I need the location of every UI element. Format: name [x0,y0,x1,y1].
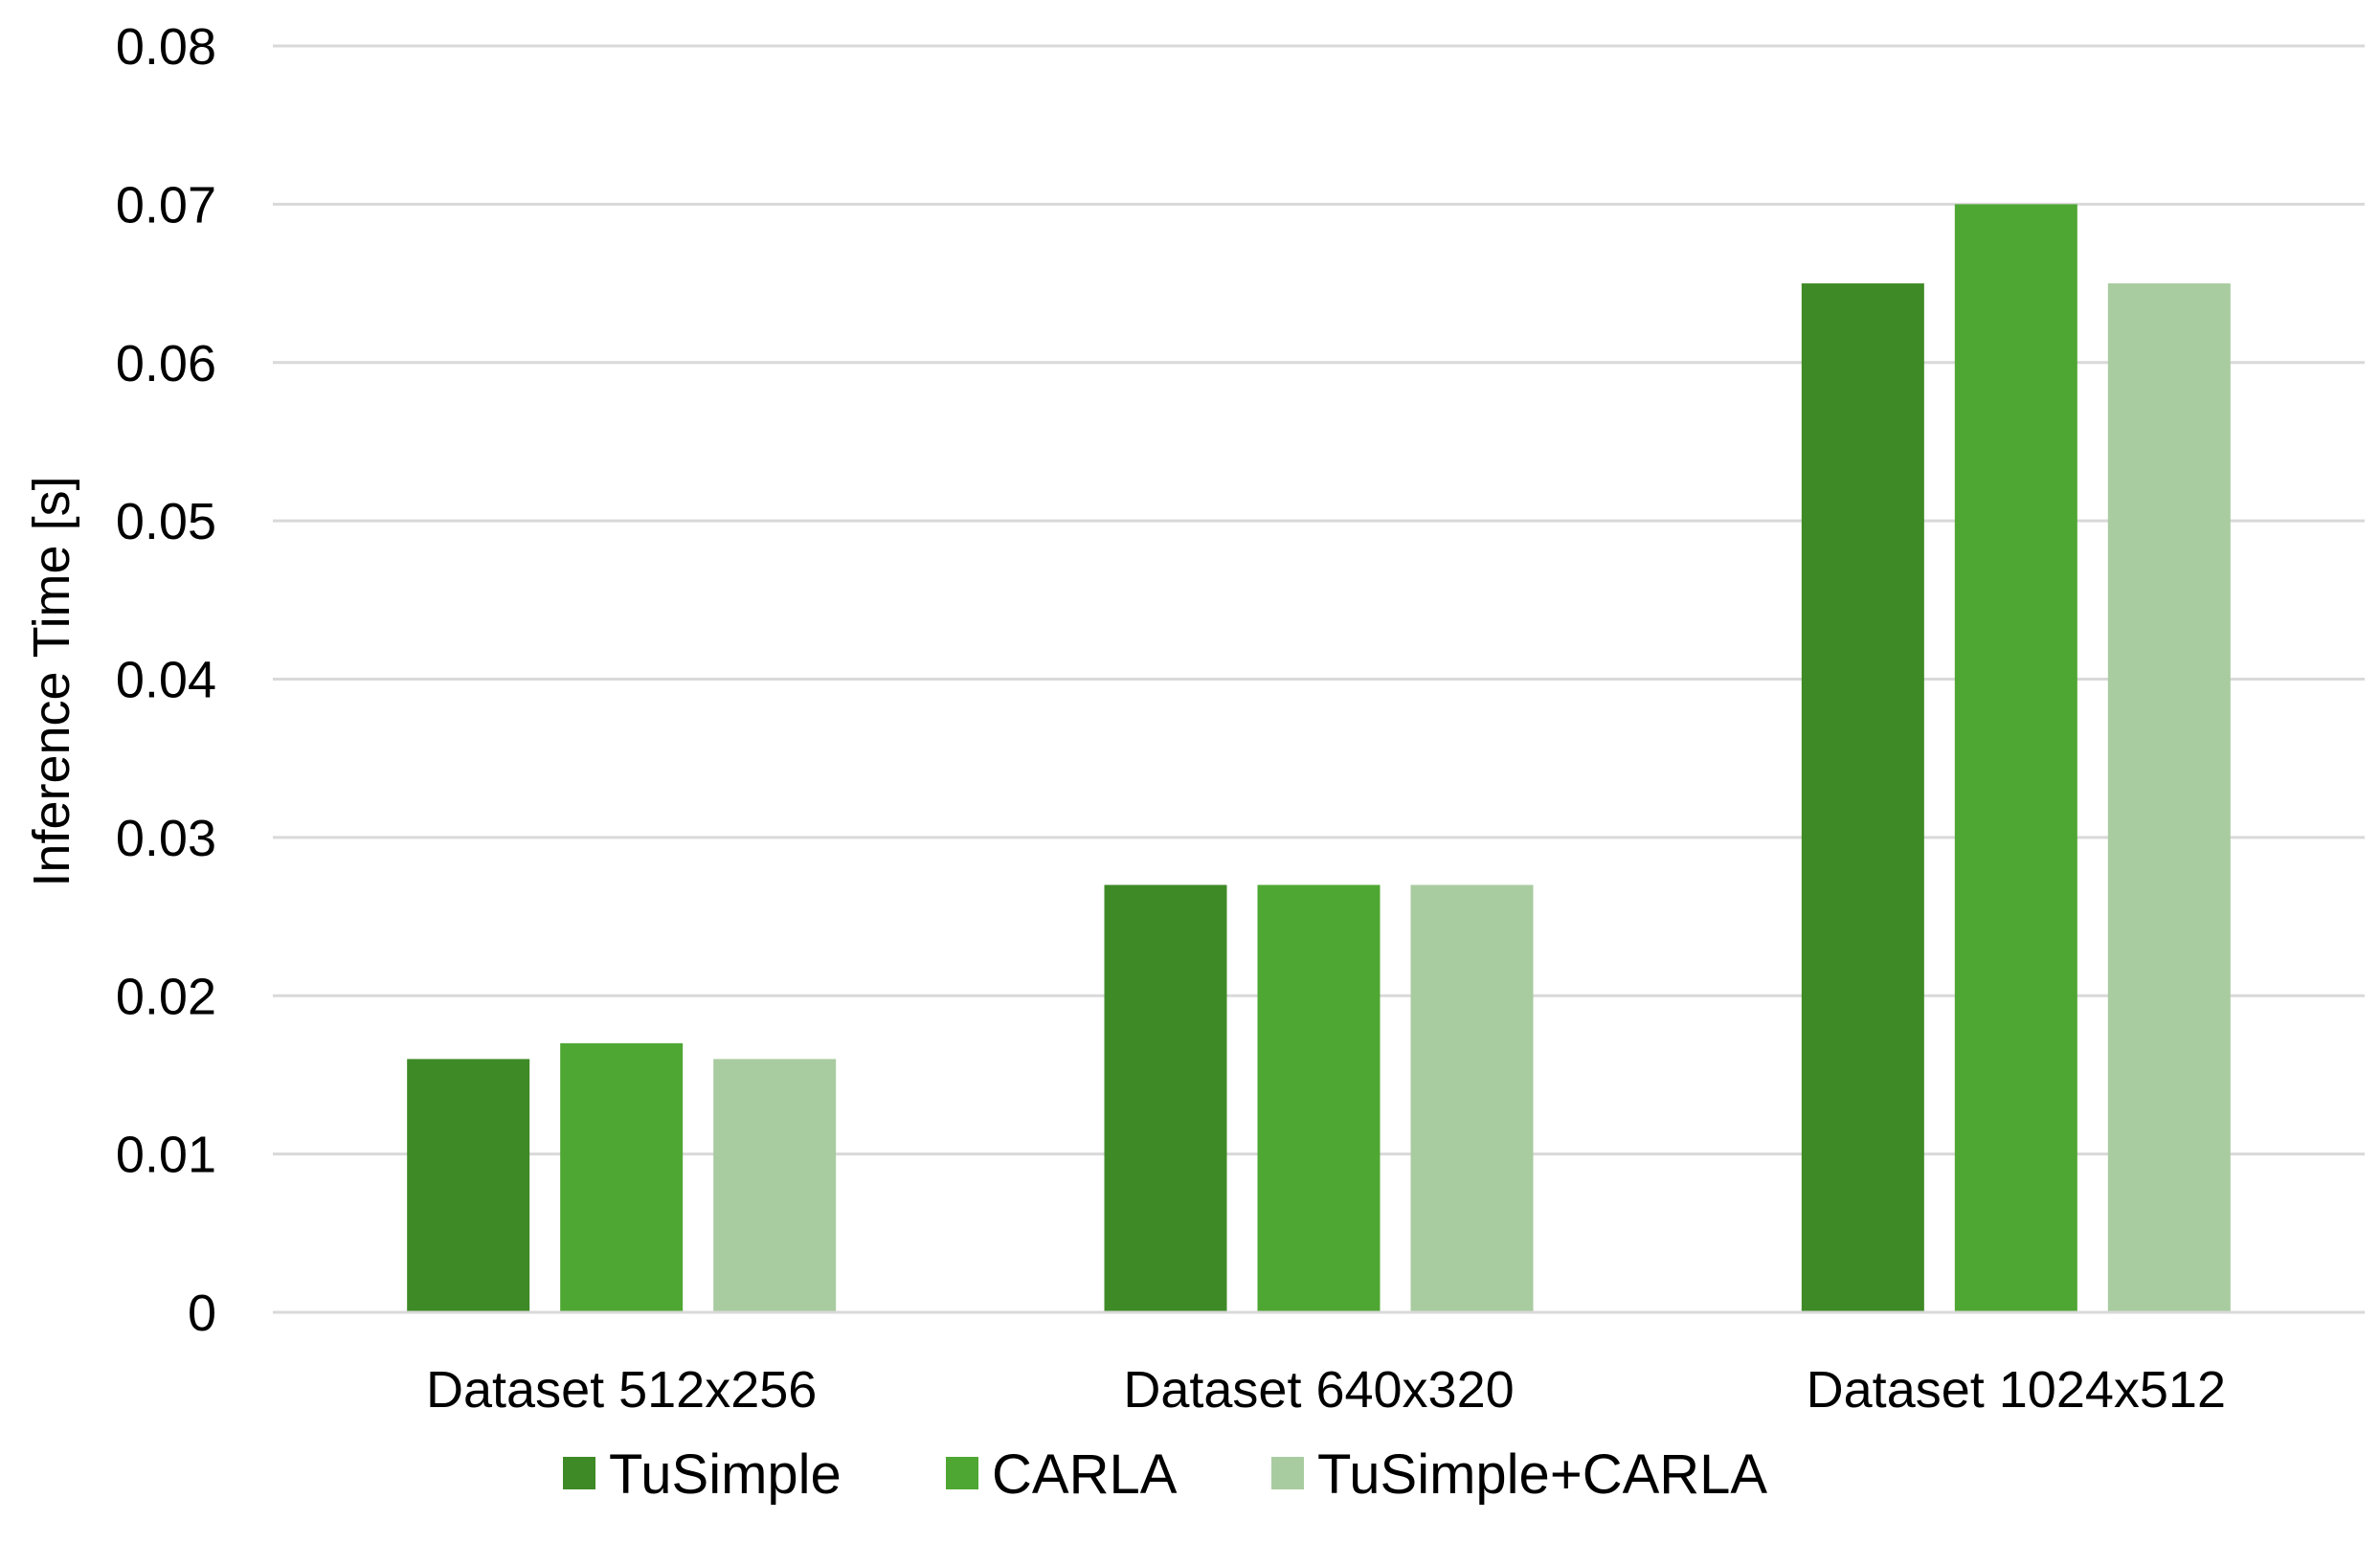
y-tick-label: 0.07 [116,176,216,234]
y-tick-label: 0.02 [116,968,216,1025]
bars [273,204,2365,1314]
bar-tusimple-2 [1104,884,1227,1312]
x-category-label: Dataset 1024x512 [1807,1361,2226,1419]
y-tick-label: 0.04 [116,652,216,709]
x-axis-category-labels: Dataset 512x256 Dataset 640x320 Dataset 10… [426,1361,2226,1419]
bar-tusimple-carla-1 [713,1059,837,1312]
x-category-label: Dataset 640x320 [1123,1361,1514,1419]
y-tick-label: 0.08 [116,18,216,76]
bar-tusimple-carla-2 [1410,884,1534,1312]
legend: TuSimple CARLA TuSimple+CARLA [563,1443,1767,1506]
bar-carla-3 [1954,204,2077,1312]
bar-carla-2 [1257,884,1381,1312]
legend-label: CARLA [992,1443,1178,1506]
y-axis-tick-labels: 0 0.01 0.02 0.03 0.04 0.05 0.06 0.07 0.08 [116,18,216,1342]
bar-carla-1 [560,1042,684,1312]
bar-tusimple-3 [1801,283,1924,1312]
y-tick-label: 0.06 [116,335,216,392]
y-tick-label: 0.01 [116,1127,216,1184]
y-axis-title: Inference Time [s] [23,476,80,886]
x-category-label: Dataset 512x256 [426,1361,817,1419]
legend-label: TuSimple+CARLA [1317,1443,1767,1506]
y-tick-label: 0.03 [116,810,216,867]
legend-label: TuSimple [609,1443,842,1506]
legend-swatch [1271,1457,1304,1489]
legend-swatch [563,1457,595,1489]
bar-tusimple-1 [407,1059,530,1312]
bar-tusimple-carla-3 [2107,283,2231,1312]
y-tick-label: 0 [188,1285,216,1342]
legend-swatch [946,1457,978,1489]
y-tick-label: 0.05 [116,493,216,550]
